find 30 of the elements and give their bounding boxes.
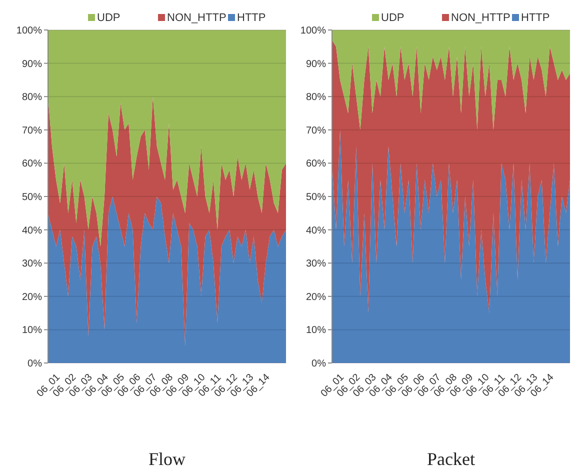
y-tick-label: 100% [16,26,42,36]
y-tick-label: 40% [22,225,42,236]
y-tick-label: 90% [22,58,42,70]
y-tick-label: 100% [300,26,326,36]
legend-label: NON_HTTP [167,12,226,24]
legend-label: NON_HTTP [451,12,510,24]
legend-label: UDP [381,12,404,24]
y-tick-label: 70% [306,125,326,136]
y-tick-label: 60% [22,158,42,170]
y-tick-label: 0% [312,358,326,370]
text: Flow [148,449,186,469]
y-tick-label: 80% [306,92,326,104]
y-tick-label: 50% [306,192,326,203]
y-tick-label: 0% [28,358,42,370]
y-tick-label: 40% [306,225,326,236]
y-tick-label: 10% [306,325,326,336]
y-tick-label: 30% [306,258,326,270]
y-tick-label: 30% [22,258,42,270]
y-tick-label: 20% [306,292,326,303]
y-tick-label: 60% [306,158,326,170]
legend-label: HTTP [521,12,550,24]
y-tick-label: 50% [22,192,42,203]
y-tick-label: 80% [22,92,42,104]
legend-label: UDP [97,12,120,24]
y-tick-label: 20% [22,292,42,303]
y-tick-label: 90% [306,58,326,70]
y-tick-label: 70% [22,125,42,136]
y-tick-label: 10% [22,325,42,336]
text: Packet [427,449,475,469]
legend-label: HTTP [237,12,266,24]
